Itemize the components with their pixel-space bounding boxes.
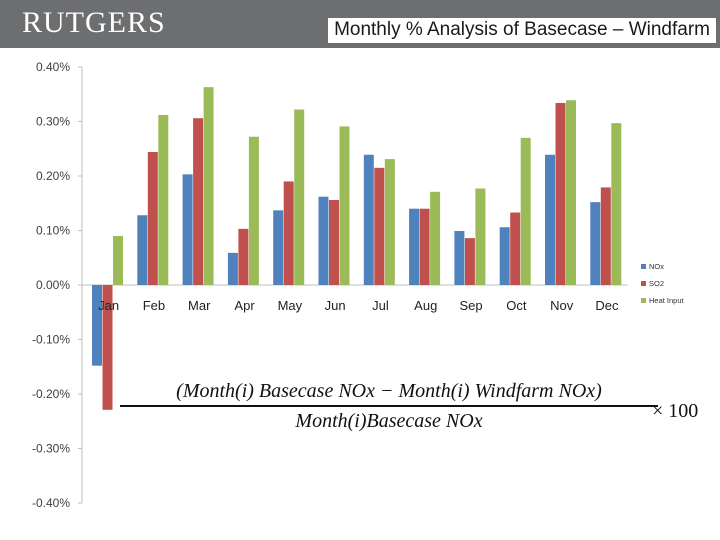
x-tick-label: Jan <box>98 298 119 313</box>
bar-so2-jun <box>329 199 339 285</box>
bar-nox-jul <box>363 154 374 285</box>
header-bar: RUTGERS Monthly % Analysis of Basecase –… <box>0 0 720 48</box>
bar-heat-input-feb <box>158 114 169 286</box>
bar-so2-feb <box>147 152 158 285</box>
bar-so2-dec <box>600 187 611 285</box>
formula-denominator: Month(i)Basecase NOx <box>295 409 483 432</box>
bar-heat-input-nov <box>566 100 576 285</box>
bar-heat-input-jun <box>339 126 350 285</box>
bar-heat-input-may <box>294 109 305 285</box>
x-tick-label: May <box>278 298 303 313</box>
legend-label: NOx <box>649 262 664 271</box>
bar-so2-oct <box>510 212 521 285</box>
bar-so2-aug <box>419 208 430 285</box>
bar-heat-input-sep <box>475 188 486 285</box>
bar-nox-jan <box>92 285 102 366</box>
formula-numerator: (Month(i) Basecase NOx − Month(i) Windfa… <box>176 380 602 402</box>
bar-so2-jan <box>102 285 113 410</box>
bar-nox-sep <box>454 231 465 285</box>
x-tick-label: Mar <box>188 298 211 313</box>
formula-fraction: (Month(i) Basecase NOx − Month(i) Windfa… <box>120 380 658 433</box>
rutgers-logo: RUTGERS <box>22 6 166 39</box>
bar-so2-apr <box>238 228 249 285</box>
y-tick-label: 0.40% <box>36 60 70 74</box>
x-tick-label: Oct <box>506 298 527 313</box>
y-tick-label: 0.30% <box>36 115 70 129</box>
legend-swatch-so2 <box>641 281 646 286</box>
bar-nox-jun <box>318 196 329 285</box>
bar-so2-nov <box>555 102 566 285</box>
bar-nox-dec <box>590 202 601 285</box>
bar-nox-feb <box>137 215 148 285</box>
bar-nox-mar <box>182 174 193 285</box>
bar-heat-input-mar <box>203 87 214 285</box>
bar-nox-nov <box>545 154 555 285</box>
bar-nox-aug <box>409 208 420 285</box>
bar-so2-jul <box>374 167 385 285</box>
bar-heat-input-aug <box>430 191 441 285</box>
bar-chart: 0.40% 0.30% 0.20% 0.10% 0.00% -0.10% -0.20% -0.… <box>32 60 685 510</box>
bar-nox-may <box>273 210 284 285</box>
y-tick-label: -0.20% <box>32 387 70 401</box>
x-tick-label: Aug <box>414 298 437 313</box>
x-tick-label: Apr <box>234 298 255 313</box>
legend-label: Heat Input <box>649 296 685 305</box>
x-tick-label: Jun <box>325 298 346 313</box>
bar-nox-oct <box>499 227 510 285</box>
bar-so2-mar <box>193 118 204 285</box>
formula: (Month(i) Basecase NOx − Month(i) Windfa… <box>112 380 712 440</box>
bar-heat-input-apr <box>248 136 259 285</box>
legend-swatch-nox <box>641 264 646 269</box>
bar-heat-input-dec <box>611 123 622 285</box>
bar-so2-sep <box>464 238 475 285</box>
y-tick-label: 0.00% <box>36 278 70 292</box>
title-box: Monthly % Analysis of Basecase – Windfar… <box>328 18 716 43</box>
x-tick-label: Sep <box>459 298 482 313</box>
y-tick-label: -0.40% <box>32 496 70 510</box>
y-tick-label: 0.20% <box>36 169 70 183</box>
slide-title: Monthly % Analysis of Basecase – Windfar… <box>334 19 710 40</box>
y-tick-label: 0.10% <box>36 224 70 238</box>
bar-so2-may <box>283 181 294 285</box>
x-tick-label: Feb <box>143 298 165 313</box>
bar-nox-apr <box>227 252 238 285</box>
legend-swatch-heat-input <box>641 298 646 303</box>
bar-heat-input-jul <box>384 159 395 285</box>
x-tick-label: Jul <box>372 298 389 313</box>
y-tick-label: -0.10% <box>32 333 70 347</box>
x-tick-label: Nov <box>550 298 574 313</box>
x-tick-label: Dec <box>595 298 619 313</box>
bar-heat-input-jan <box>113 235 123 285</box>
bar-heat-input-oct <box>520 137 531 285</box>
legend-label: SO2 <box>649 279 664 288</box>
formula-multiplier: × 100 <box>652 400 699 422</box>
fraction-line <box>120 405 658 407</box>
y-tick-label: -0.30% <box>32 442 70 456</box>
